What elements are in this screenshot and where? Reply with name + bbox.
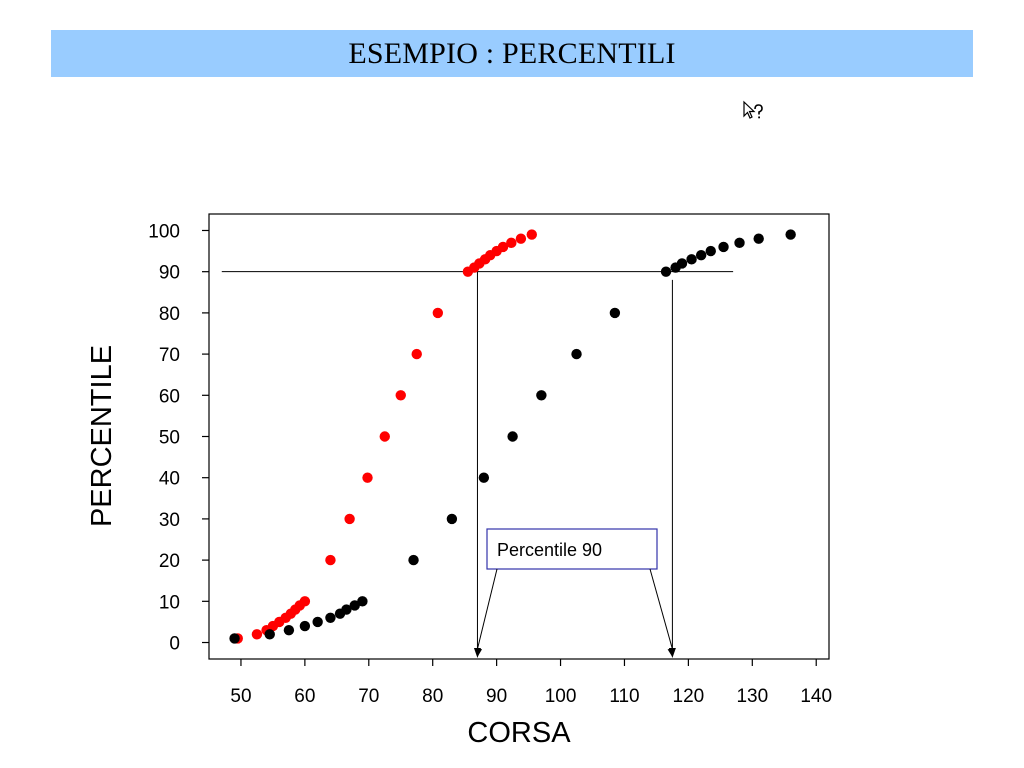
red-data-point — [526, 229, 537, 240]
red-data-point — [506, 237, 517, 249]
x-tick-label: 100 — [545, 686, 577, 707]
x-tick-label: 120 — [673, 686, 705, 707]
red-data-point — [299, 596, 311, 607]
black-data-point — [312, 616, 323, 628]
red-data-point — [325, 554, 336, 566]
red-data-point — [344, 513, 355, 525]
x-axis-title: CORSA — [467, 717, 571, 749]
callout-pointer — [649, 568, 673, 650]
black-data-point — [229, 633, 240, 644]
y-tick-label: 30 — [159, 510, 180, 531]
x-tick-label: 140 — [800, 686, 832, 707]
callout-box — [486, 528, 658, 570]
y-axis-title: PERCENTILE — [86, 345, 118, 527]
x-tick-label: 60 — [294, 686, 315, 707]
black-data-point — [660, 266, 672, 277]
black-data-point — [507, 431, 518, 442]
x-tick-label: 90 — [486, 686, 507, 707]
cursor-help-icon — [743, 100, 763, 119]
black-data-point — [357, 596, 368, 607]
y-tick-label: 10 — [159, 592, 180, 613]
red-data-point — [251, 629, 263, 640]
y-tick-label: 90 — [159, 263, 180, 284]
black-data-point — [609, 307, 621, 319]
page-title: ESEMPIO : PERCENTILI — [348, 36, 676, 70]
data-points — [229, 229, 796, 644]
black-data-point — [734, 237, 745, 249]
black-data-point — [325, 612, 336, 623]
y-tick-label: 60 — [159, 386, 180, 407]
axis-ticks: 0 10 20 30 40 50 60 70 80 90 100 50 60 70 80 90 100 110 12… — [148, 221, 832, 707]
y-tick-label: 70 — [159, 345, 180, 366]
red-data-point — [497, 241, 509, 253]
x-tick-label: 80 — [422, 686, 443, 707]
red-data-point — [362, 472, 373, 483]
x-tick-label: 70 — [358, 686, 379, 707]
black-data-point — [341, 604, 352, 615]
y-tick-label: 50 — [159, 428, 180, 449]
black-data-point — [705, 245, 716, 257]
x-tick-label: 50 — [230, 686, 251, 707]
black-data-point — [446, 513, 458, 525]
y-tick-label: 40 — [159, 469, 180, 490]
black-data-point — [695, 250, 707, 261]
black-data-point — [264, 629, 275, 640]
y-tick-label: 100 — [148, 221, 180, 242]
black-data-point — [571, 348, 582, 360]
callout-pointer — [476, 568, 498, 650]
callout-text: Percentile 90 — [497, 540, 602, 560]
red-data-point — [432, 307, 444, 319]
black-data-point — [283, 624, 295, 636]
y-tick-label: 20 — [159, 551, 180, 572]
black-data-point — [676, 258, 688, 269]
callout-arrowhead-icon — [476, 648, 483, 657]
black-data-point — [686, 254, 697, 265]
black-data-point — [536, 390, 547, 401]
black-data-point — [408, 554, 419, 566]
red-data-point — [411, 348, 422, 360]
percentile-callout: Percentile 90 — [476, 528, 673, 657]
y-tick-label: 0 — [169, 634, 180, 655]
red-data-point — [395, 390, 406, 401]
x-tick-label: 110 — [609, 686, 639, 707]
x-tick-label: 130 — [736, 686, 768, 707]
black-data-point — [299, 620, 311, 632]
black-data-point — [718, 241, 729, 253]
y-tick-label: 80 — [159, 304, 180, 325]
red-data-point — [379, 431, 390, 442]
title-banner: ESEMPIO : PERCENTILI — [51, 30, 973, 77]
black-data-point — [478, 472, 490, 483]
red-data-point — [515, 233, 527, 244]
black-data-point — [753, 233, 764, 244]
black-data-point — [785, 229, 796, 240]
black-data-point — [349, 600, 360, 611]
plot-frame — [208, 213, 830, 660]
callout-arrowhead-icon — [667, 648, 673, 657]
